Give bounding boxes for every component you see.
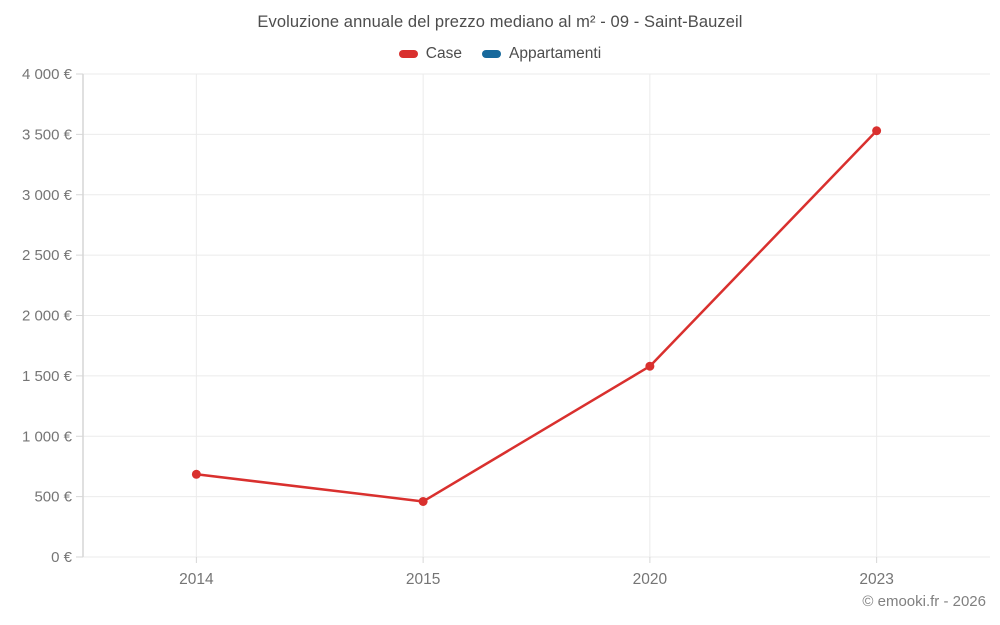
- y-tick-label: 1 000 €: [22, 428, 73, 445]
- legend-swatch-case: [398, 50, 418, 58]
- y-tick-label: 0 €: [51, 549, 73, 566]
- legend-label-case: Case: [425, 45, 462, 62]
- x-tick-label: 2014: [179, 571, 214, 588]
- y-tick-label: 500 €: [34, 489, 72, 506]
- legend-item-appartamenti[interactable]: Appartamenti: [481, 45, 602, 63]
- y-tick-label: 2 000 €: [22, 308, 73, 325]
- x-tick-label: 2023: [859, 571, 893, 588]
- y-tick-label: 3 500 €: [22, 126, 73, 143]
- copyright: © emooki.fr - 2026: [862, 593, 986, 610]
- y-tick-label: 3 000 €: [22, 187, 73, 204]
- legend-label-appartamenti: Appartamenti: [508, 45, 602, 62]
- data-point: [645, 361, 655, 371]
- y-tick-label: 2 500 €: [22, 247, 73, 264]
- y-tick-label: 4 000 €: [22, 66, 73, 83]
- chart-title: Evoluzione annuale del prezzo mediano al…: [257, 13, 743, 31]
- legend: Case Appartamenti: [0, 45, 1000, 63]
- data-point: [872, 126, 882, 136]
- case-line: [195, 129, 878, 503]
- y-tick-label: 1 500 €: [22, 368, 73, 385]
- legend-swatch-appartamenti: [481, 50, 501, 58]
- x-tick-label: 2015: [406, 571, 440, 588]
- x-tick-label: 2020: [633, 571, 668, 588]
- legend-item-case[interactable]: Case: [398, 45, 462, 63]
- data-point: [418, 496, 428, 506]
- data-point: [191, 469, 201, 479]
